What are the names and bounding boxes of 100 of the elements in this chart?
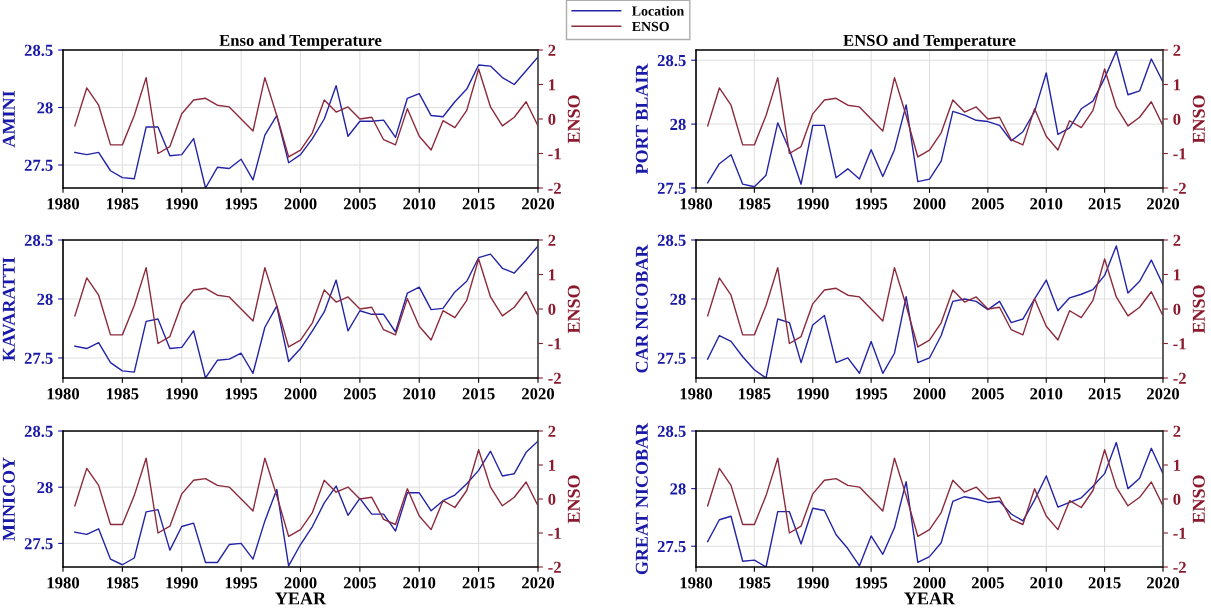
x-tick-label: 1990 [166, 577, 198, 589]
y-tick-label: 28.5 [24, 234, 53, 247]
y-tick-label: 27.5 [657, 541, 686, 553]
line-series [706, 441, 1163, 567]
line-series [706, 245, 1163, 378]
x-tick-label: 1985 [107, 388, 139, 400]
y-axis-title: KAVARATTI [2, 257, 15, 361]
line-series [74, 440, 538, 567]
y2-tick-label: 1 [549, 79, 556, 91]
y2-tick-label: -2 [1173, 372, 1186, 384]
line-series [706, 258, 1163, 348]
x-tick-label: 2020 [522, 577, 555, 589]
y2-axis-title: ENSO [1192, 95, 1205, 144]
y2-tick-label: -1 [548, 338, 561, 350]
y2-tick-label: -2 [548, 372, 561, 384]
x-tick-label: 1980 [47, 577, 80, 589]
x-tick-label: 2015 [1088, 577, 1121, 589]
y-axis-title: AMINI [2, 91, 15, 148]
x-tick-label: 1995 [855, 577, 888, 589]
y2-axis-title: ENSO [567, 475, 580, 524]
x-tick-label: 1985 [107, 198, 139, 210]
y2-tick-label: -1 [548, 148, 561, 160]
line-series [74, 449, 538, 538]
y2-tick-label: 2 [1173, 234, 1181, 246]
y2-axis-title: ENSO [567, 285, 580, 334]
y-tick-label: 28 [37, 102, 53, 114]
y2-tick-label: 1 [549, 459, 556, 471]
y2-tick-label: 1 [1174, 79, 1181, 91]
y2-tick-label: -2 [1173, 561, 1186, 573]
x-tick-label: 1980 [680, 198, 713, 210]
x-tick-label: 2020 [1147, 577, 1180, 589]
x-tick-label: 2020 [1147, 198, 1180, 210]
y-tick-label: 27.5 [657, 352, 686, 364]
x-tick-label: 2020 [522, 388, 555, 400]
y2-tick-label: 2 [548, 425, 556, 437]
line-series [74, 56, 538, 188]
x-tick-label: 2005 [343, 577, 376, 589]
x-tick-label: 2005 [971, 388, 1004, 400]
y-tick-label: 28.5 [657, 425, 686, 438]
x-axis-title: YEAR [904, 592, 956, 605]
x-tick-label: 1990 [797, 577, 829, 589]
y2-axis-title: ENSO [1192, 285, 1205, 334]
y-axis-title: MINICOY [2, 457, 15, 541]
x-tick-label: 1995 [855, 198, 888, 210]
x-tick-label: 1995 [225, 388, 258, 400]
y2-tick-label: 2 [548, 44, 556, 56]
line-series [706, 50, 1163, 188]
y2-tick-label: -2 [548, 182, 561, 194]
x-tick-label: 2005 [343, 198, 376, 210]
y2-tick-label: 0 [1173, 303, 1181, 315]
x-tick-label: 1980 [680, 388, 713, 400]
y2-tick-label: 2 [1173, 44, 1181, 56]
legend-label: Location [632, 5, 685, 16]
x-tick-label: 2000 [913, 198, 946, 210]
y2-tick-label: 1 [549, 269, 556, 281]
x-tick-label: 2010 [403, 198, 436, 210]
x-tick-label: 2000 [284, 388, 317, 400]
y2-tick-label: 1 [1174, 269, 1181, 281]
x-tick-label: 1985 [107, 577, 139, 589]
y2-tick-label: 0 [1173, 113, 1181, 125]
y-tick-label: 28.5 [657, 54, 686, 67]
x-tick-label: 2010 [403, 388, 436, 400]
y-axis-title: GREAT NICOBAR [635, 422, 648, 575]
y-tick-label: 28 [37, 481, 53, 494]
line-series [74, 68, 538, 158]
x-tick-label: 2015 [1088, 198, 1121, 210]
y2-tick-label: -1 [1173, 148, 1186, 160]
x-tick-label: 1995 [225, 577, 258, 589]
y2-axis-title: ENSO [1192, 475, 1205, 524]
y2-tick-label: 1 [1174, 459, 1181, 471]
x-tick-label: 1985 [739, 577, 771, 589]
x-tick-label: 1990 [166, 198, 198, 210]
x-tick-label: 2015 [462, 198, 495, 210]
y-tick-label: 28.5 [657, 234, 686, 247]
x-tick-label: 1990 [797, 198, 829, 210]
x-tick-label: 2020 [1147, 388, 1180, 400]
y-tick-label: 27.5 [657, 182, 686, 195]
x-tick-label: 1980 [680, 577, 713, 589]
x-tick-label: 2000 [913, 577, 946, 589]
y2-tick-label: 2 [548, 234, 556, 246]
x-tick-label: 2015 [1088, 388, 1121, 400]
x-tick-label: 2000 [284, 198, 317, 210]
x-tick-label: 1995 [855, 388, 888, 400]
x-tick-label: 2000 [913, 388, 946, 400]
y2-axis-title: ENSO [567, 95, 580, 144]
line-series [74, 258, 538, 348]
line-series [74, 245, 538, 378]
x-tick-label: 2000 [284, 577, 317, 589]
y-tick-label: 28 [670, 483, 686, 495]
y-tick-label: 28.5 [24, 44, 53, 57]
x-tick-label: 2010 [1030, 388, 1063, 400]
y2-tick-label: -2 [548, 561, 561, 573]
y2-tick-label: 2 [1173, 425, 1181, 437]
line-series [706, 449, 1163, 538]
y2-tick-label: -1 [1173, 527, 1186, 539]
y-tick-label: 28 [670, 293, 686, 305]
y2-tick-label: 0 [548, 493, 556, 505]
y2-tick-label: 0 [548, 303, 556, 315]
x-tick-label: 2015 [462, 388, 495, 400]
y2-tick-label: 0 [548, 113, 556, 125]
